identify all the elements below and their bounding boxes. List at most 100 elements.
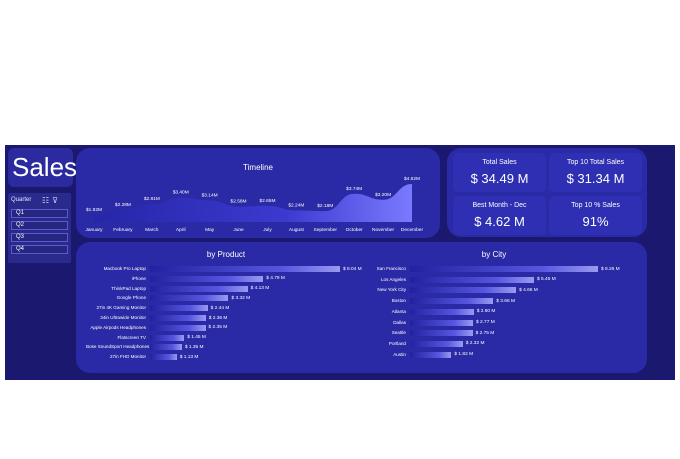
kpi-top10-percent-sales: Top 10 % Sales 91% [549,196,642,235]
timeline-data-label: $2.24M [288,202,304,208]
kpi-label: Total Sales [482,159,517,166]
product-bar-value: $ 2.36 M [208,315,228,321]
city-bar-value: $ 2.75 M [475,330,495,336]
city-bar-label: Austin [393,351,406,357]
city-bar[interactable] [410,351,452,358]
city-bar-value: $ 2.80 M [476,309,496,315]
slicer-item-q4[interactable]: Q4 [11,245,68,254]
city-bar-value: $ 2.32 M [465,341,485,347]
timeline-chart: $1.82M $2.28M $2.81M $3.40M $3.14M $2.58M $2.6… [85,176,424,233]
city-bar-label: Portland [388,340,406,346]
product-bar[interactable] [150,324,206,331]
city-bar[interactable] [410,340,463,347]
kpi-panel: Total Sales $ 34.49 M Top 10 Total Sales… [447,148,647,237]
product-bar[interactable] [150,315,206,321]
timeline-data-label: $1.82M [86,207,102,213]
product-bar[interactable] [150,295,229,302]
timeline-month-label: July [263,227,272,233]
city-bar-label: Los Angeles [380,276,406,282]
timeline-month-label: November [372,227,395,233]
dashboard: Sales Quarter ☷⊽ Q1 Q2 Q3 Q4 Timeline $1… [5,145,675,380]
timeline-data-label: $2.18M [317,203,333,209]
kpi-label: Top 10 Total Sales [566,159,625,166]
product-bar-value: $ 4.79 M [266,276,285,282]
timeline-month-label: September [314,227,338,233]
city-bar-label: Seattle [391,330,406,336]
city-bar[interactable] [410,319,474,326]
timeline-month-label: March [145,227,159,233]
clear-filter-icon[interactable]: ⊽ [52,196,62,205]
product-bar[interactable] [150,344,182,351]
product-bar-label: 34in Ultrawide Monitor [100,315,146,320]
timeline-data-label: $3.20M [375,192,391,198]
product-chart-title: by Product [206,250,246,259]
timeline-data-label: $2.28M [115,202,131,208]
dashboard-title: Sales [8,148,77,187]
slicer-header: Quarter [11,197,32,203]
product-bar[interactable] [150,285,248,292]
product-bar-value: $ 3.32 M [231,295,251,301]
timeline-data-label: $3.40M [173,190,189,196]
city-bar-label: Boston [391,298,406,304]
timeline-month-label: December [401,227,424,233]
timeline-month-label: January [85,227,103,233]
city-bar[interactable] [410,266,598,272]
kpi-best-month: Best Month - Dec $ 4.62 M [453,196,546,235]
product-bar-value: $ 2.44 M [210,305,230,311]
city-bar-label: New York City [377,287,406,293]
timeline-area [94,184,412,222]
city-bar[interactable] [410,287,517,294]
product-bar[interactable] [150,305,208,312]
product-bar[interactable] [150,334,185,341]
city-bar-label: San Francisco [376,266,406,271]
product-bar-label: Apple Airpods Headphones [90,324,146,330]
timeline-month-label: February [113,227,133,233]
kpi-value: $ 34.49 M [470,171,529,186]
product-bar-value: $ 1.45 M [187,335,206,341]
timeline-data-label: $3.74M [346,186,362,192]
timeline-month-label: October [346,227,363,233]
kpi-label: Top 10 % Sales [571,202,620,209]
timeline-data-label: $2.65M [259,198,275,204]
timeline-data-label: $4.62M [404,176,420,182]
slicer-item-q3[interactable]: Q3 [11,233,68,242]
city-bar-label: Atlanta [391,308,406,314]
product-bar[interactable] [150,266,340,272]
quarter-slicer: Quarter ☷⊽ Q1 Q2 Q3 Q4 [8,193,71,263]
product-bar-label: 27in FHD Monitor [110,354,146,360]
city-bar[interactable] [410,330,473,337]
product-bar-value: $ 8.04 M [343,266,362,272]
product-bar[interactable] [150,275,264,282]
product-bar-label: iPhone [131,275,146,281]
timeline-panel: Timeline $1.82M $2.28M $2.81M $3.40M $3.14M $… [76,148,440,238]
product-bar-label: ThinkPad Laptop [111,285,146,291]
product-bar-value: $ 1.35 M [184,344,204,350]
product-bar-value: $ 1.13 M [179,354,199,360]
timeline-month-label: June [233,227,244,233]
timeline-title: Timeline [243,163,273,172]
city-bar-value: $ 5.45 M [537,277,556,283]
slicer-item-q1[interactable]: Q1 [11,209,68,218]
multi-select-icon[interactable]: ☷ [42,196,53,205]
kpi-top10-total-sales: Top 10 Total Sales $ 31.34 M [549,153,642,192]
product-bar-label: Flatscreen TV [117,334,146,340]
kpi-total-sales: Total Sales $ 34.49 M [453,153,546,192]
kpi-value: $ 4.62 M [474,214,525,229]
breakdown-panel: by Product by City Macbook Pro Laptop $ 8… [76,242,647,373]
product-bar[interactable] [150,354,177,361]
city-bar[interactable] [410,276,535,283]
timeline-month-label: August [289,227,305,233]
city-bar[interactable] [410,308,474,315]
product-bar-value: $ 2.35 M [208,325,228,331]
slicer-item-q2[interactable]: Q2 [11,221,68,230]
city-bar-label: Dallas [393,319,406,325]
timeline-data-label: $3.14M [202,192,218,198]
kpi-value: 91% [582,214,609,229]
timeline-data-label: $2.58M [231,199,247,205]
timeline-month-label: May [205,227,215,233]
product-bar-label: Bose SoundSport Headphones [86,344,150,350]
city-chart-title: by City [481,250,507,259]
city-bar[interactable] [410,298,494,305]
city-bar-value: $ 8.26 M [601,266,620,272]
product-bar-label: Macbook Pro Laptop [103,266,146,271]
